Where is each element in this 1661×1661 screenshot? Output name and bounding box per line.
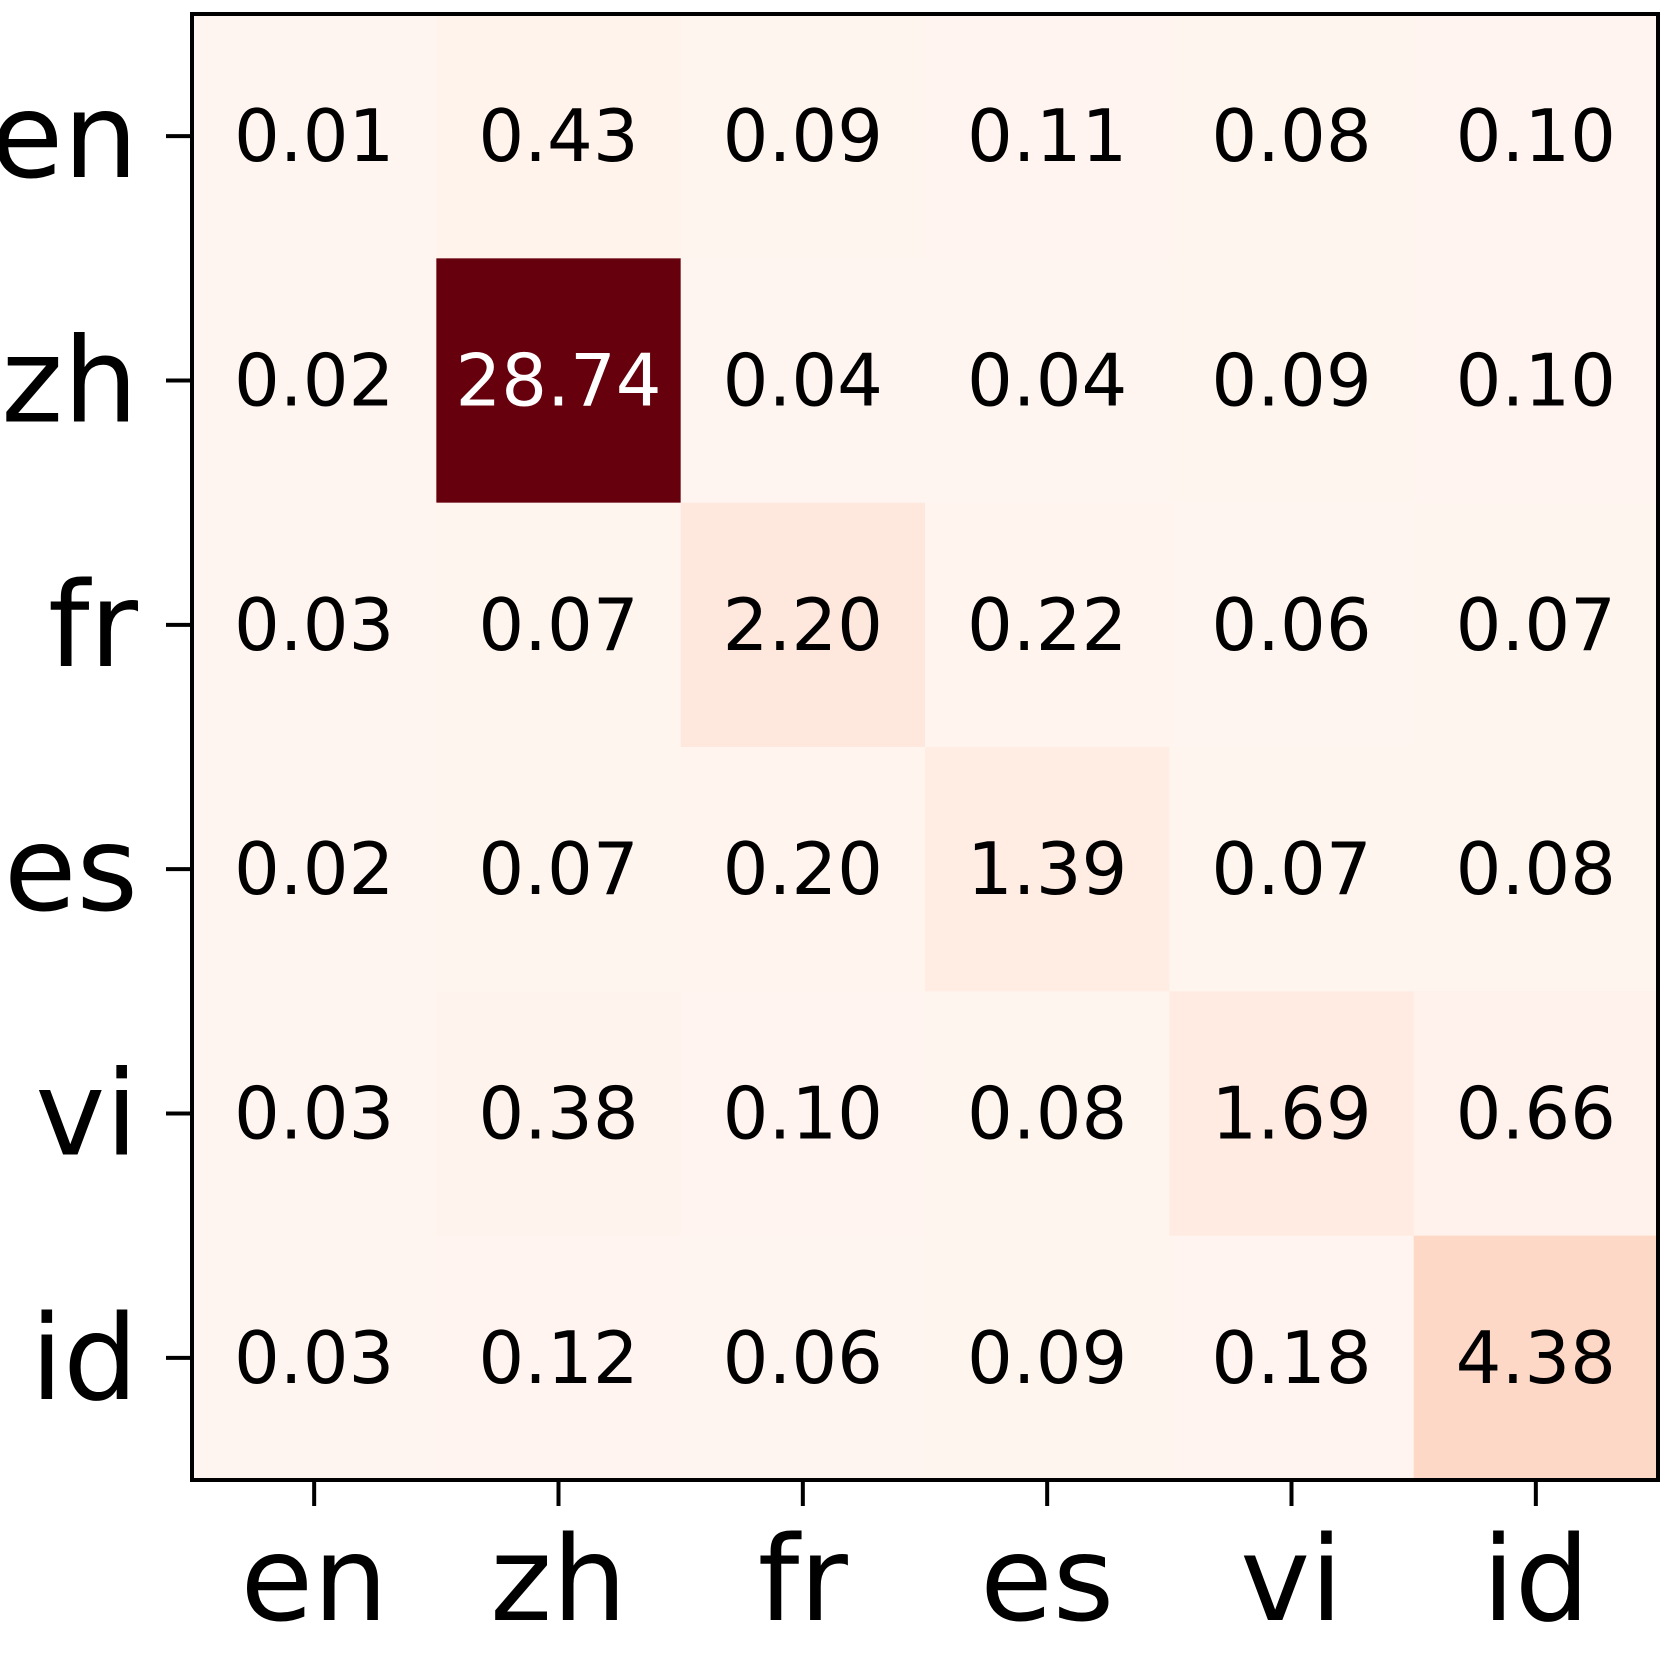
heatmap-cell-en-es	[925, 14, 1170, 259]
plot-frame	[190, 12, 1660, 1482]
cell-value-id-vi: 0.18	[1211, 1316, 1371, 1400]
cell-value-es-id: 0.08	[1456, 827, 1616, 911]
cell-value-es-vi: 0.07	[1211, 827, 1371, 911]
heatmap-cell-es-en	[192, 747, 437, 992]
cell-value-vi-es: 0.08	[967, 1072, 1127, 1156]
cell-value-zh-id: 0.10	[1456, 339, 1616, 423]
cell-value-en-es: 0.11	[967, 94, 1127, 178]
cell-value-en-vi: 0.08	[1211, 94, 1371, 178]
cell-value-es-fr: 0.20	[723, 827, 883, 911]
heatmap-cell-vi-fr	[680, 991, 926, 1237]
cell-value-fr-zh: 0.07	[478, 583, 638, 667]
cell-value-zh-fr: 0.04	[723, 339, 883, 423]
y-tick-label-zh: zh	[1, 312, 138, 450]
y-tick-label-es: es	[4, 800, 138, 938]
heatmap-cell-id-id	[1413, 1235, 1659, 1481]
cell-value-fr-es: 0.22	[967, 583, 1127, 667]
heatmap-cell-vi-id	[1413, 991, 1659, 1237]
cell-value-vi-en: 0.03	[234, 1072, 394, 1156]
cell-value-id-id: 4.38	[1456, 1316, 1616, 1400]
cell-value-es-es: 1.39	[967, 827, 1127, 911]
cell-value-fr-fr: 2.20	[723, 583, 883, 667]
y-axis: en zh fr es vi id	[0, 67, 192, 1427]
x-tick-label-id: id	[1482, 1510, 1590, 1648]
heatmap-cell-id-zh	[436, 1235, 682, 1481]
cell-value-vi-vi: 1.69	[1211, 1072, 1371, 1156]
cell-value-fr-en: 0.03	[234, 583, 394, 667]
heatmap-cell-es-fr	[680, 747, 926, 992]
cell-value-id-en: 0.03	[234, 1316, 394, 1400]
heatmap-cell-zh-zh	[436, 258, 682, 504]
heatmap-cell-fr-fr	[680, 502, 926, 748]
heatmap-cell-en-fr	[680, 14, 926, 259]
cell-value-en-zh: 0.43	[478, 94, 638, 178]
x-tick-label-en: en	[240, 1510, 387, 1648]
heatmap-cell-fr-zh	[436, 502, 682, 748]
cell-value-zh-zh: 28.74	[455, 339, 661, 423]
y-tick-label-en: en	[0, 67, 138, 205]
heatmap-cell-en-id	[1413, 14, 1659, 259]
heatmap-cell-es-id	[1413, 747, 1659, 992]
heatmap-cell-fr-es	[925, 502, 1170, 748]
heatmap-cell-vi-zh	[436, 991, 682, 1237]
heatmap-cell-id-fr	[680, 1235, 926, 1481]
cell-value-fr-vi: 0.06	[1211, 583, 1371, 667]
heatmap-cell-vi-en	[192, 991, 437, 1237]
heatmap-cell-fr-en	[192, 502, 437, 748]
x-tick-label-fr: fr	[758, 1510, 849, 1648]
heatmap-cell-vi-vi	[1169, 991, 1415, 1237]
heatmap-cell-values: 0.01 0.43 0.09 0.11 0.08 0.10 0.02 28.74 0.04 0.0…	[234, 94, 1616, 1400]
heatmap-cell-zh-en	[192, 258, 437, 504]
cell-value-zh-en: 0.02	[234, 339, 394, 423]
cell-value-id-es: 0.09	[967, 1316, 1127, 1400]
cell-value-es-en: 0.02	[234, 827, 394, 911]
x-axis: en zh fr es vi id	[240, 1480, 1590, 1648]
cell-value-zh-vi: 0.09	[1211, 339, 1371, 423]
heatmap-cell-en-vi	[1169, 14, 1415, 259]
heatmap-cell-es-zh	[436, 747, 682, 992]
heatmap-cell-zh-fr	[680, 258, 926, 504]
heatmap-cell-fr-id	[1413, 502, 1659, 748]
heatmap-cell-es-es	[925, 747, 1170, 992]
heatmap-cell-en-en	[192, 14, 437, 259]
heatmap-cell-fr-vi	[1169, 502, 1415, 748]
heatmap-cell-id-en	[192, 1235, 437, 1481]
heatmap-cell-en-zh	[436, 14, 682, 259]
heatmap-cells	[192, 14, 1659, 1481]
y-tick-label-id: id	[30, 1289, 138, 1427]
cell-value-en-fr: 0.09	[723, 94, 883, 178]
cell-value-vi-id: 0.66	[1456, 1072, 1616, 1156]
x-tick-label-es: es	[980, 1510, 1114, 1648]
cell-value-id-zh: 0.12	[478, 1316, 638, 1400]
heatmap-cell-id-vi	[1169, 1235, 1415, 1481]
cell-value-id-fr: 0.06	[723, 1316, 883, 1400]
x-tick-label-vi: vi	[1240, 1510, 1343, 1648]
y-tick-label-vi: vi	[35, 1045, 138, 1183]
heatmap-cell-zh-id	[1413, 258, 1659, 504]
y-tick-label-fr: fr	[48, 556, 139, 694]
cell-value-es-zh: 0.07	[478, 827, 638, 911]
cell-value-en-id: 0.10	[1456, 94, 1616, 178]
heatmap-cell-vi-es	[925, 991, 1170, 1237]
cell-value-fr-id: 0.07	[1456, 583, 1616, 667]
cell-value-vi-fr: 0.10	[723, 1072, 883, 1156]
cell-value-vi-zh: 0.38	[478, 1072, 638, 1156]
cell-value-zh-es: 0.04	[967, 339, 1127, 423]
heatmap-cell-id-es	[925, 1235, 1170, 1481]
cell-value-en-en: 0.01	[234, 94, 394, 178]
heatmap-cell-es-vi	[1169, 747, 1415, 992]
x-tick-label-zh: zh	[490, 1510, 627, 1648]
heatmap-cell-zh-es	[925, 258, 1170, 504]
heatmap-cell-zh-vi	[1169, 258, 1415, 504]
